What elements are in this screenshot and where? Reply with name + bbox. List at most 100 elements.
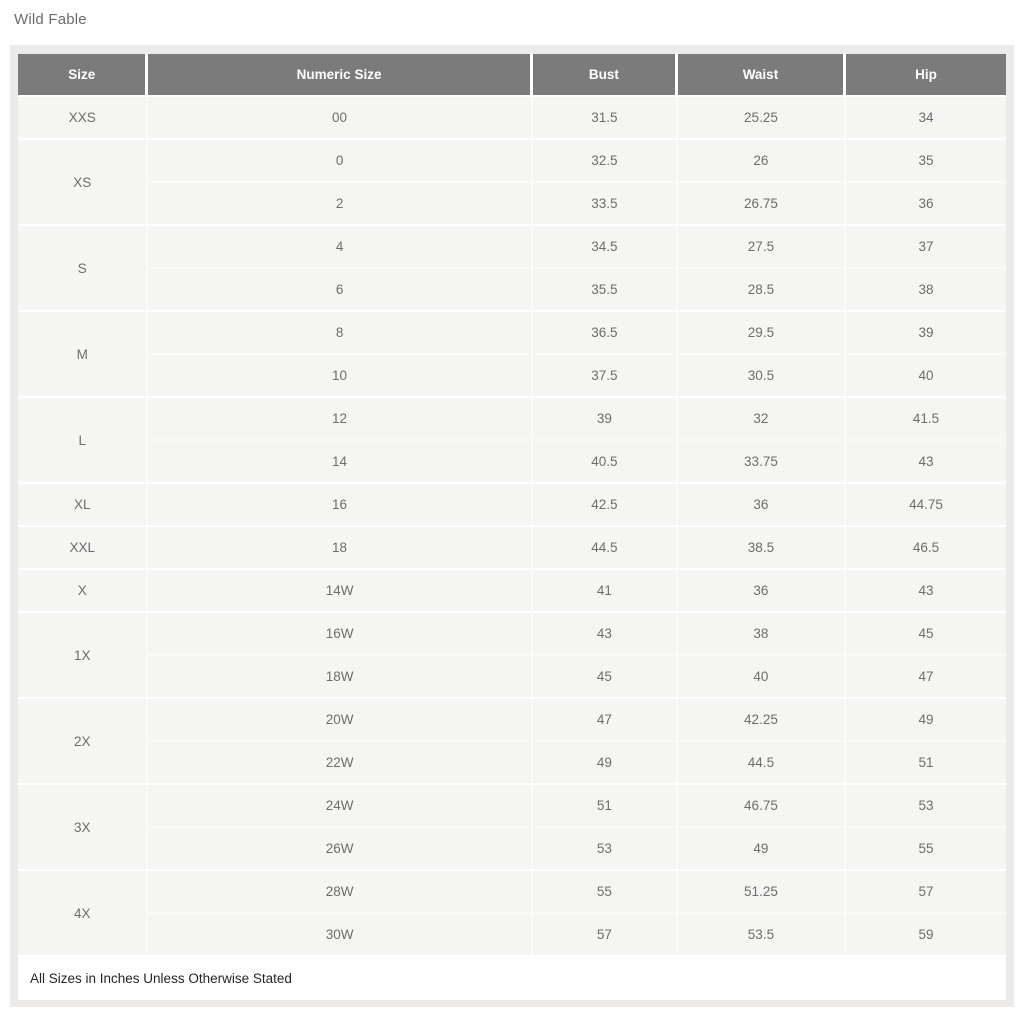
size-group-cell: 1X [18, 611, 149, 697]
table-row: X 14W 41 36 43 [18, 568, 1006, 611]
brand-label: Wild Fable [14, 11, 87, 28]
numeric-size-cell: 28W [148, 869, 533, 912]
table-row: 3X 24W 51 46.75 53 [18, 783, 1006, 869]
size-chart-table: Size Numeric Size Bust Waist Hip XXS 00 31… [18, 54, 1006, 1000]
table-row: 1X 16W 43 38 45 [18, 611, 1006, 697]
numeric-size-cell: 20W [148, 697, 533, 740]
bust-cell: 39 [532, 396, 678, 439]
numeric-size-cell: 26W [148, 826, 533, 869]
footnote-row: All Sizes in Inches Unless Otherwise Sta… [18, 955, 1006, 1000]
table-header: Size Numeric Size Bust Waist Hip [18, 54, 1006, 95]
hip-cell: 44.75 [845, 482, 1006, 525]
table-row: 30W 57 53.5 59 [18, 912, 1006, 955]
bust-cell: 35.5 [532, 267, 678, 310]
size-group-cell: X [18, 568, 149, 611]
hip-cell: 47 [845, 654, 1006, 697]
waist-cell: 26 [677, 138, 846, 181]
numeric-size-cell: 24W [148, 783, 533, 826]
table-row: 22W 49 44.5 51 [18, 740, 1006, 783]
numeric-size-cell: 10 [148, 353, 533, 396]
numeric-size-cell: 2 [148, 181, 533, 224]
bust-cell: 53 [532, 826, 678, 869]
size-group-cell: XXS [18, 95, 149, 138]
waist-cell: 44.5 [677, 740, 846, 783]
table-row: 4X 28W 55 51.25 57 [18, 869, 1006, 955]
numeric-size-cell: 16 [148, 482, 533, 525]
size-group-cell: M [18, 310, 149, 396]
bust-cell: 36.5 [532, 310, 678, 353]
waist-cell: 32 [677, 396, 846, 439]
table-row: 18W 45 40 47 [18, 654, 1006, 697]
bust-cell: 32.5 [532, 138, 678, 181]
numeric-size-cell: 6 [148, 267, 533, 310]
waist-cell: 36 [677, 568, 846, 611]
waist-cell: 38.5 [677, 525, 846, 568]
hip-cell: 53 [845, 783, 1006, 826]
bust-cell: 33.5 [532, 181, 678, 224]
hip-cell: 38 [845, 267, 1006, 310]
column-header-hip: Hip [845, 54, 1006, 95]
size-group-cell: XXL [18, 525, 149, 568]
hip-cell: 45 [845, 611, 1006, 654]
bust-cell: 44.5 [532, 525, 678, 568]
column-header-numeric-size: Numeric Size [148, 54, 533, 95]
table-row: XS 0 32.5 26 35 [18, 138, 1006, 224]
bust-cell: 41 [532, 568, 678, 611]
table-row: 14 40.5 33.75 43 [18, 439, 1006, 482]
waist-cell: 49 [677, 826, 846, 869]
table-row: L 12 39 32 41.5 [18, 396, 1006, 482]
waist-cell: 42.25 [677, 697, 846, 740]
hip-cell: 40 [845, 353, 1006, 396]
size-chart-body: XXS 00 31.5 25.25 34 XS 0 32.5 26 35 2 33.5 26.75 36 S… [18, 95, 1006, 955]
bust-cell: 42.5 [532, 482, 678, 525]
table-row: 2X 20W 47 42.25 49 [18, 697, 1006, 783]
waist-cell: 36 [677, 482, 846, 525]
size-group-cell: S [18, 224, 149, 310]
header-row: Size Numeric Size Bust Waist Hip [18, 54, 1006, 95]
waist-cell: 51.25 [677, 869, 846, 912]
numeric-size-cell: 00 [148, 95, 533, 138]
hip-cell: 34 [845, 95, 1006, 138]
hip-cell: 59 [845, 912, 1006, 955]
numeric-size-cell: 12 [148, 396, 533, 439]
numeric-size-cell: 8 [148, 310, 533, 353]
table-row: S 4 34.5 27.5 37 [18, 224, 1006, 310]
hip-cell: 43 [845, 439, 1006, 482]
size-chart-panel: Size Numeric Size Bust Waist Hip XXS 00 31… [10, 45, 1014, 1007]
bust-cell: 51 [532, 783, 678, 826]
hip-cell: 43 [845, 568, 1006, 611]
bust-cell: 37.5 [532, 353, 678, 396]
waist-cell: 38 [677, 611, 846, 654]
table-row: XXS 00 31.5 25.25 34 [18, 95, 1006, 138]
hip-cell: 46.5 [845, 525, 1006, 568]
waist-cell: 28.5 [677, 267, 846, 310]
size-group-cell: L [18, 396, 149, 482]
waist-cell: 27.5 [677, 224, 846, 267]
numeric-size-cell: 22W [148, 740, 533, 783]
hip-cell: 41.5 [845, 396, 1006, 439]
table-row: 2 33.5 26.75 36 [18, 181, 1006, 224]
hip-cell: 36 [845, 181, 1006, 224]
hip-cell: 55 [845, 826, 1006, 869]
hip-cell: 49 [845, 697, 1006, 740]
size-group-cell: 2X [18, 697, 149, 783]
bust-cell: 47 [532, 697, 678, 740]
waist-cell: 25.25 [677, 95, 846, 138]
column-header-bust: Bust [532, 54, 678, 95]
numeric-size-cell: 18 [148, 525, 533, 568]
hip-cell: 57 [845, 869, 1006, 912]
numeric-size-cell: 16W [148, 611, 533, 654]
size-group-cell: XS [18, 138, 149, 224]
units-note: All Sizes in Inches Unless Otherwise Sta… [18, 955, 1006, 1000]
bust-cell: 49 [532, 740, 678, 783]
hip-cell: 51 [845, 740, 1006, 783]
table-row: 26W 53 49 55 [18, 826, 1006, 869]
waist-cell: 40 [677, 654, 846, 697]
waist-cell: 46.75 [677, 783, 846, 826]
table-row: M 8 36.5 29.5 39 [18, 310, 1006, 396]
size-group-cell: 4X [18, 869, 149, 955]
hip-cell: 37 [845, 224, 1006, 267]
column-header-size: Size [18, 54, 149, 95]
bust-cell: 43 [532, 611, 678, 654]
